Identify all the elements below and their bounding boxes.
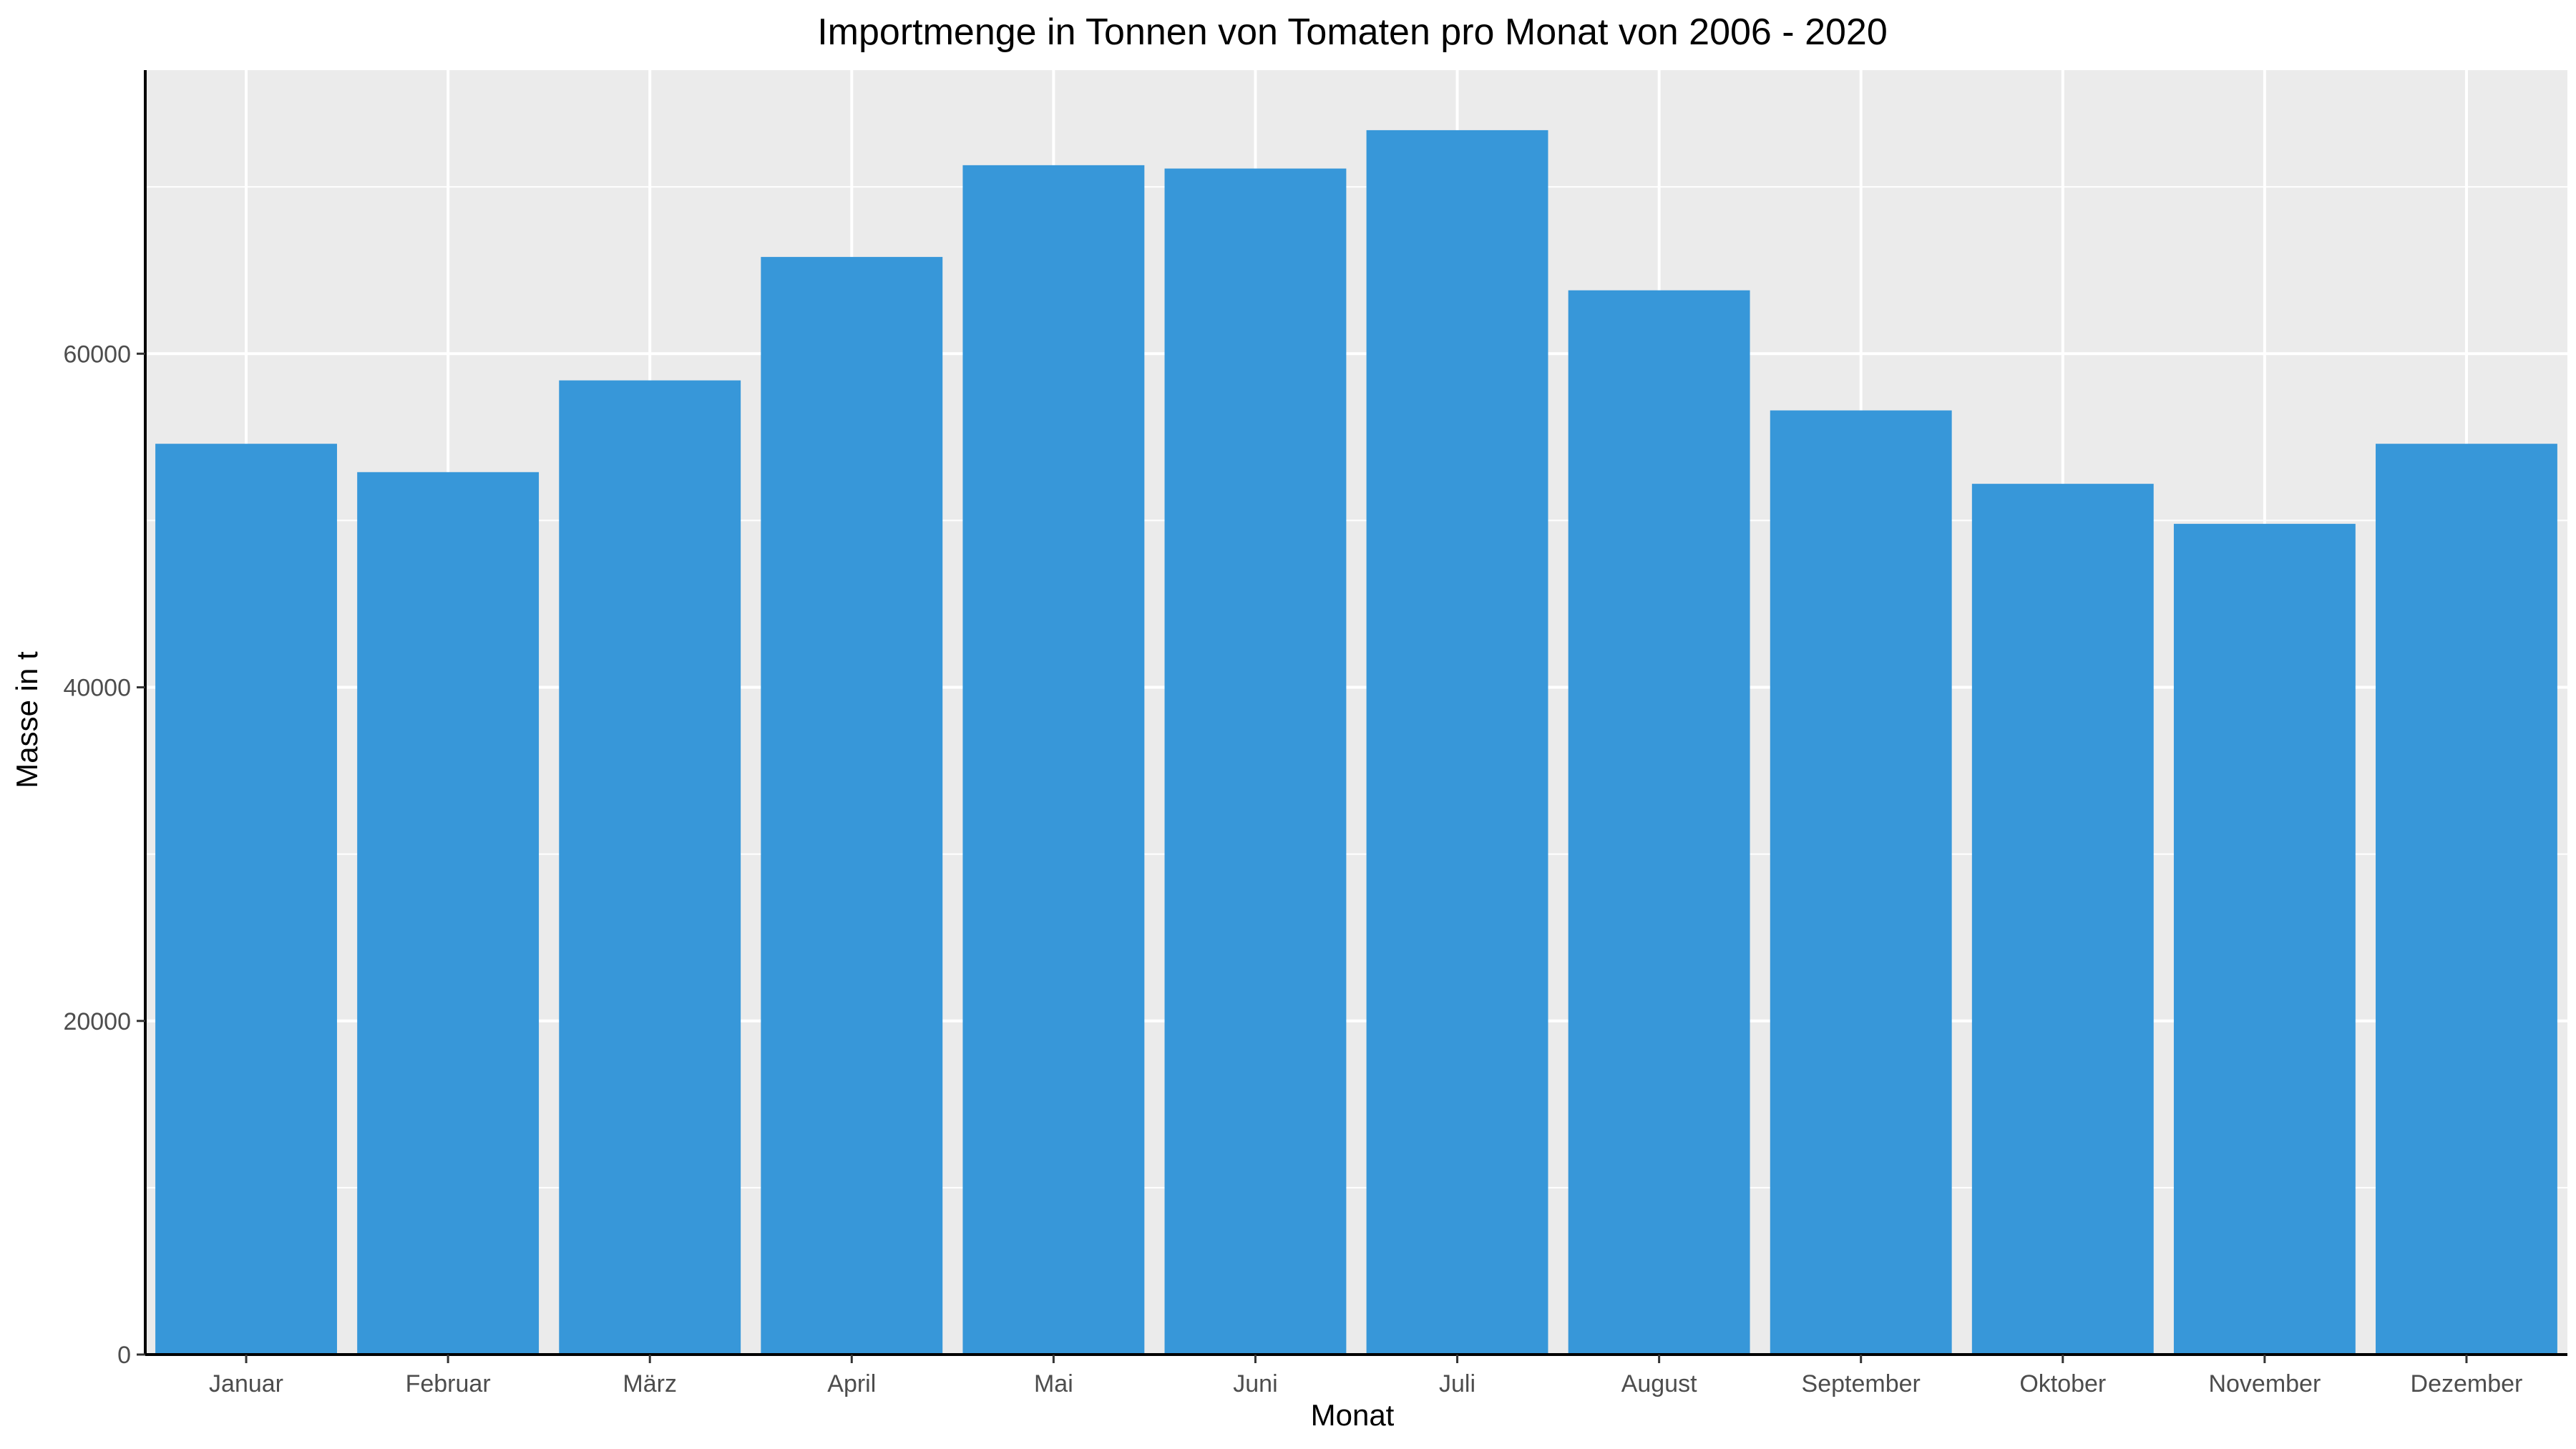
bar-mai <box>962 165 1145 1355</box>
chart-title: Importmenge in Tonnen von Tomaten pro Mo… <box>817 11 1888 53</box>
x-tick-label: Juni <box>1233 1370 1277 1397</box>
x-tick-label: Oktober <box>2019 1370 2106 1397</box>
x-tick-label: Februar <box>406 1370 491 1397</box>
x-tick-label: Juli <box>1439 1370 1475 1397</box>
bar-august <box>1568 290 1750 1355</box>
x-tick-label: Januar <box>209 1370 283 1397</box>
bar-januar <box>155 444 337 1355</box>
y-tick-label: 40000 <box>63 675 131 702</box>
bar-juli <box>1366 130 1548 1355</box>
y-axis-title: Masse in t <box>10 651 44 789</box>
y-tick-label: 60000 <box>63 341 131 368</box>
bar-april <box>761 257 943 1355</box>
bar-september <box>1770 410 1952 1355</box>
x-tick-label: November <box>2208 1370 2321 1397</box>
bars-group <box>155 130 2557 1355</box>
x-axis-ticks: Januar Februar März April Mai Juni Juli August S… <box>209 1355 2522 1397</box>
bar-dezember <box>2376 444 2557 1355</box>
plot-panel <box>145 70 2567 1355</box>
x-tick-label: April <box>827 1370 876 1397</box>
minor-gridlines <box>145 186 2567 1189</box>
x-tick-label: Dezember <box>2411 1370 2523 1397</box>
x-tick-label: August <box>1621 1370 1697 1397</box>
x-axis-title: Monat <box>1311 1398 1395 1432</box>
bar-juni <box>1164 168 1347 1355</box>
y-tick-label: 20000 <box>63 1008 131 1035</box>
bar-februar <box>357 472 540 1355</box>
bar-november <box>2173 524 2356 1355</box>
bar-oktober <box>1971 484 2154 1355</box>
x-tick-label: September <box>1802 1370 1921 1397</box>
y-tick-label: 0 <box>117 1342 131 1369</box>
x-tick-label: Mai <box>1034 1370 1073 1397</box>
x-tick-label: März <box>623 1370 677 1397</box>
bar-märz <box>559 380 741 1355</box>
y-axis-ticks: 0 20000 40000 60000 <box>63 341 145 1369</box>
